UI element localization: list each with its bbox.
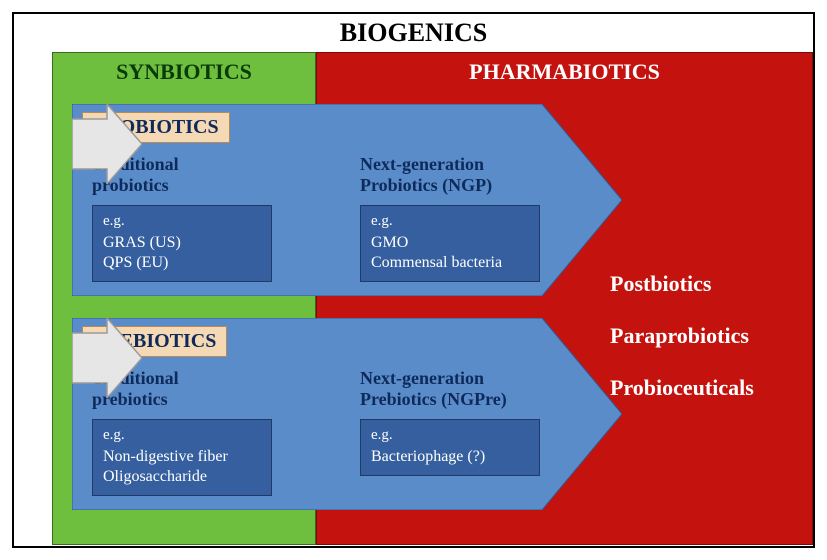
synbiotics-label: SYNBIOTICS (53, 59, 315, 85)
pharma-item: Postbiotics (610, 271, 790, 297)
eg-box: e.g. Bacteriophage (?) (360, 419, 540, 476)
eg-box: e.g. GRAS (US) QPS (EU) (92, 205, 272, 282)
subtitle: Next-generation Prebiotics (NGPre) (360, 368, 560, 409)
pharma-label: PHARMABIOTICS (317, 59, 812, 85)
eg-box: e.g. Non-digestive fiber Oligosaccharide (92, 419, 272, 496)
page-title: BIOGENICS (14, 18, 813, 48)
outer-frame: BIOGENICS SYNBIOTICS PHARMABIOTICS Postb… (12, 12, 815, 548)
subtitle: Next-generation Probiotics (NGP) (360, 154, 560, 195)
grey-arrow-icon (72, 104, 142, 184)
prebiotics-right-col: Next-generation Prebiotics (NGPre) e.g. … (360, 368, 560, 476)
pharma-list: Postbiotics Paraprobiotics Probioceutica… (610, 271, 790, 427)
eg-box: e.g. GMO Commensal bacteria (360, 205, 540, 282)
probiotics-block: PROBIOTICS Traditional probiotics e.g. G… (72, 104, 622, 296)
pharma-item: Probioceuticals (610, 375, 790, 401)
prebiotics-block: PREBIOTICS Traditional prebiotics e.g. N… (72, 318, 622, 510)
pharma-item: Paraprobiotics (610, 323, 790, 349)
probiotics-right-col: Next-generation Probiotics (NGP) e.g. GM… (360, 154, 560, 282)
grey-arrow-icon (72, 318, 142, 398)
